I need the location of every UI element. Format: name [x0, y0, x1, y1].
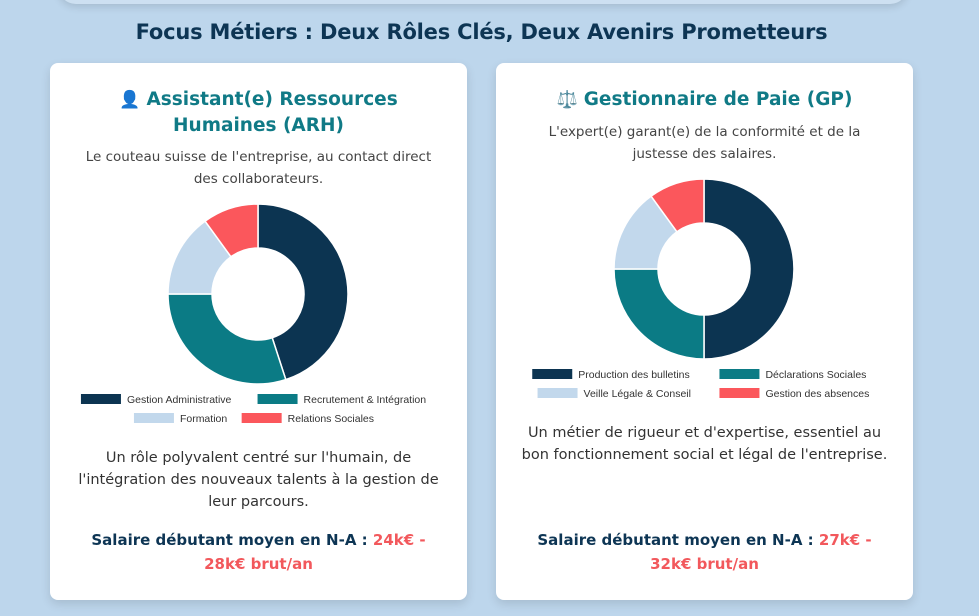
legend-label-formation: Formation — [180, 413, 227, 425]
doughnut-chart-gp: Production des bulletins Déclarations Soc… — [532, 178, 869, 400]
salary-value: 27k€ - 32k€ brut/an — [650, 531, 872, 573]
salary-label: Salaire débutant moyen en N-A : — [537, 531, 819, 549]
card-arh: 👤 Assistant(e) Ressources Humaines (ARH) … — [50, 63, 467, 600]
card-title-text: Assistant(e) Ressources Humaines (ARH) — [146, 89, 398, 136]
salary-label: Salaire débutant moyen en N-A : — [91, 531, 373, 549]
slice-production-des-bulletins — [703, 178, 795, 360]
legend-label-recrutement-integration: Recrutement & Intégration — [304, 394, 427, 406]
card-description: L'expert(e) garant(e) de la conformité e… — [548, 124, 861, 162]
legend-swatch-recrutement-integration — [257, 394, 298, 404]
card-description: Le couteau suisse de l'entreprise, au co… — [85, 149, 432, 187]
card-gp: ⚖️ Gestionnaire de Paie (GP) L'expert(e) … — [496, 63, 913, 600]
legend-label-relations-sociales: Relations Sociales — [288, 413, 374, 425]
chart-container: Production des bulletins Déclarations Soc… — [496, 173, 913, 408]
salary-line: Salaire débutant moyen en N-A : 27k€ - 3… — [520, 528, 889, 576]
card-title-text: Gestionnaire de Paie (GP) — [583, 89, 853, 110]
legend-label-gestion-administrative: Gestion Administrative — [127, 394, 232, 406]
legend-swatch-relations-sociales — [241, 413, 282, 423]
legend-swatch-formation — [133, 413, 174, 423]
salary-line: Salaire débutant moyen en N-A : 24k€ - 2… — [74, 528, 443, 576]
top-card-edge — [58, 0, 908, 4]
page-title: Focus Métiers : Deux Rôles Clés, Deux Av… — [135, 20, 828, 44]
legend-label-gestion-des-absences: Gestion des absences — [765, 388, 869, 400]
legend-label-production-des-bulletins: Production des bulletins — [578, 369, 690, 381]
legend-swatch-gestion-des-absences — [719, 388, 760, 398]
legend-swatch-veille-legale-conseil — [537, 388, 578, 398]
legend-swatch-production-des-bulletins — [532, 369, 573, 379]
slice-gestion-administrative — [257, 203, 349, 381]
person-icon: 👤 — [119, 90, 141, 110]
slice-recrutement-integration — [167, 293, 287, 385]
card-body-text: Un métier de rigueur et d'expertise, ess… — [521, 425, 888, 463]
card-title: 👤 Assistant(e) Ressources Humaines (ARH) — [72, 87, 445, 138]
legend-swatch-gestion-administrative — [80, 394, 121, 404]
scales-icon: ⚖️ — [556, 90, 578, 110]
legend-label-declarations-sociales: Déclarations Sociales — [765, 369, 866, 381]
card-body-text: Un rôle polyvalent centré sur l'humain, … — [78, 450, 439, 510]
slice-gestion-des-absences — [650, 178, 705, 233]
slice-relations-sociales — [204, 203, 259, 258]
legend-label-veille-legale-conseil: Veille Légale & Conseil — [584, 388, 691, 400]
legend-swatch-declarations-sociales — [719, 369, 760, 379]
chart-container: Gestion Administrative Recrutement & Inté… — [50, 198, 467, 433]
card-title: ⚖️ Gestionnaire de Paie (GP) — [518, 87, 891, 113]
doughnut-chart-arh: Gestion Administrative Recrutement & Inté… — [80, 203, 427, 425]
salary-value: 24k€ - 28k€ brut/an — [204, 531, 426, 573]
slice-declarations-sociales — [613, 268, 705, 360]
